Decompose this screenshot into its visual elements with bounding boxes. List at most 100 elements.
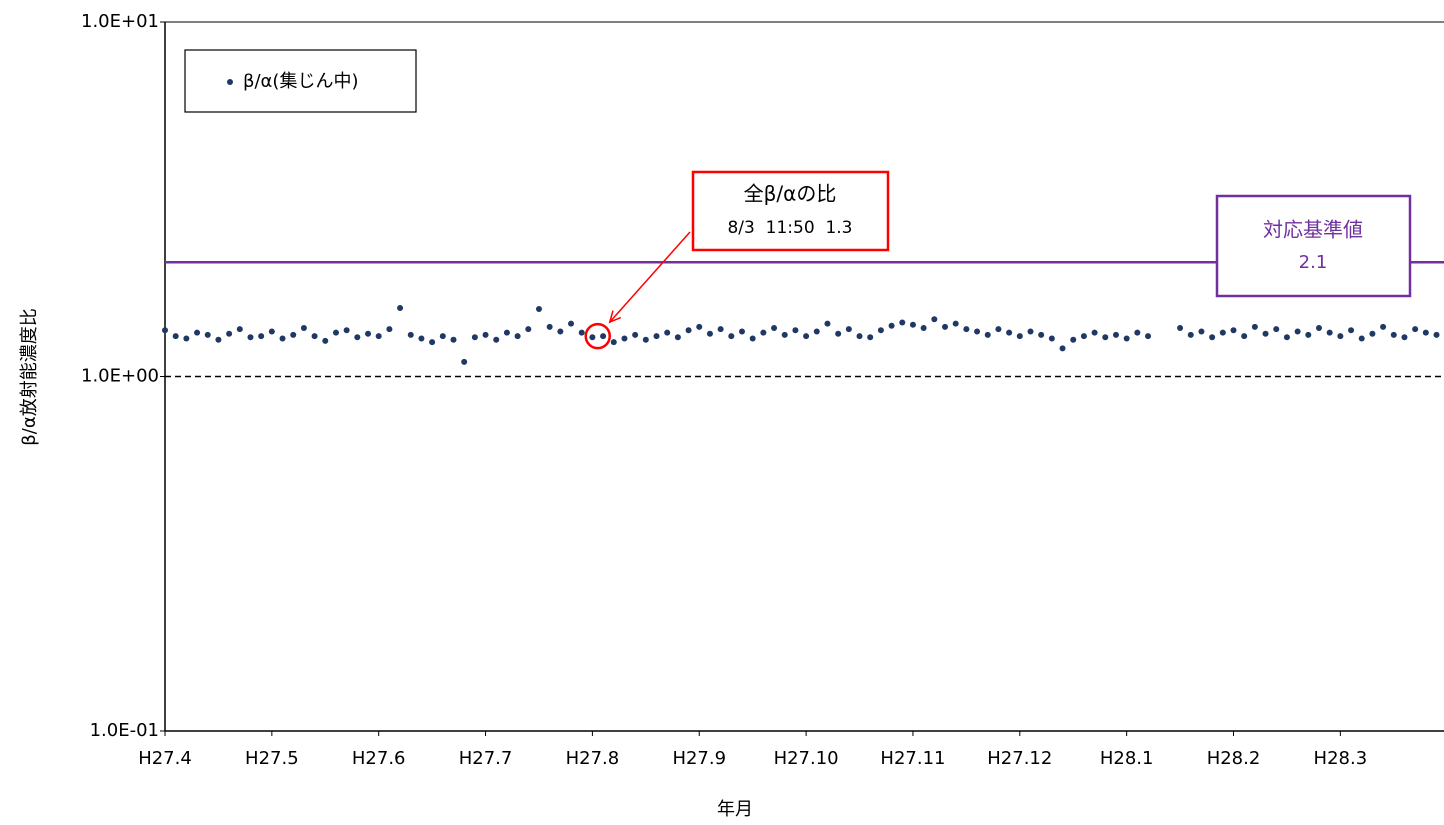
data-point [322, 337, 329, 344]
data-point [568, 320, 575, 327]
data-point [1027, 328, 1034, 335]
data-point [867, 334, 874, 341]
data-point [279, 335, 286, 342]
data-point [1241, 333, 1248, 340]
data-point [1348, 327, 1355, 334]
annotation-circle [584, 322, 611, 350]
data-point [1006, 329, 1013, 336]
data-point [856, 333, 863, 340]
x-tick-label: H27.4 [138, 748, 192, 769]
legend-box [184, 49, 417, 113]
data-point [461, 358, 468, 365]
data-point [546, 323, 553, 330]
data-point [781, 331, 788, 338]
data-point [621, 335, 628, 342]
reference-name: 対応基準値 [1263, 218, 1363, 242]
data-point [600, 333, 607, 340]
data-point [215, 336, 222, 343]
data-point [386, 326, 393, 333]
data-point [1145, 333, 1152, 340]
data-point [1337, 333, 1344, 340]
data-point [1177, 325, 1184, 332]
data-point [162, 327, 168, 334]
data-point [1038, 331, 1045, 338]
data-point [664, 329, 671, 336]
x-tick-label: H27.8 [566, 748, 620, 769]
data-point [1091, 329, 1098, 336]
data-point [642, 336, 649, 343]
y-tick-label: 1.0E+01 [81, 11, 159, 32]
y-tick-label: 1.0E+00 [81, 366, 159, 387]
data-point [728, 333, 735, 340]
data-point [450, 336, 457, 343]
x-tick-label: H27.10 [774, 748, 839, 769]
data-point [354, 334, 361, 341]
x-tick-label: H27.12 [987, 748, 1052, 769]
x-tick-label: H27.5 [245, 748, 299, 769]
data-point [482, 331, 489, 338]
data-point [535, 306, 542, 313]
data-point [226, 330, 233, 337]
data-point [172, 333, 179, 340]
data-point [803, 333, 810, 340]
data-point [909, 321, 916, 328]
data-point [343, 327, 350, 334]
x-tick-label: H28.3 [1314, 748, 1368, 769]
data-point [771, 325, 778, 332]
x-axis-label: 年月 [717, 799, 753, 820]
data-point [365, 330, 372, 337]
data-point [952, 320, 959, 327]
data-point [1080, 333, 1087, 340]
data-point [471, 334, 478, 341]
reference-value-label: 2.1 [1299, 252, 1328, 273]
data-point [589, 334, 596, 341]
data-point [1070, 336, 1077, 343]
data-point [942, 323, 949, 330]
data-point [653, 333, 660, 340]
data-point [1102, 334, 1109, 341]
data-point [974, 328, 981, 335]
x-tick-label: H27.9 [672, 748, 726, 769]
data-point [931, 316, 938, 323]
data-point [236, 326, 243, 333]
data-point [1412, 326, 1419, 333]
data-point [984, 331, 991, 338]
legend-label: β/α(集じん中) [243, 71, 358, 92]
data-point [525, 326, 532, 333]
data-point [418, 335, 425, 342]
data-point [311, 333, 318, 340]
data-point [1294, 328, 1301, 335]
data-point [920, 325, 927, 332]
data-point [1326, 329, 1333, 336]
data-point [706, 330, 713, 337]
data-point [760, 329, 767, 336]
y-axis-label: β/α放射能濃度比 [19, 308, 40, 445]
annotation-label: 8/3 11:50 1.3 [727, 218, 852, 238]
x-tick-label: H28.2 [1207, 748, 1261, 769]
data-point [397, 305, 404, 312]
data-point [300, 325, 307, 332]
x-tick-label: H27.7 [459, 748, 513, 769]
data-point [813, 328, 820, 335]
data-point [247, 334, 254, 341]
data-point [610, 339, 617, 346]
data-point [824, 320, 831, 327]
reference-label-box [1215, 194, 1412, 298]
data-point [1315, 325, 1322, 332]
data-point [1305, 331, 1312, 338]
data-point [429, 339, 436, 346]
data-point [332, 329, 339, 336]
data-point [1401, 334, 1408, 341]
y-tick-label: 1.0E-01 [90, 720, 159, 741]
data-point [738, 328, 745, 335]
data-point [1187, 331, 1194, 338]
data-point [1219, 329, 1226, 336]
data-point [1369, 330, 1376, 337]
data-point [1390, 331, 1397, 338]
data-point [493, 336, 500, 343]
data-point [963, 326, 970, 333]
x-tick-label: H28.1 [1100, 748, 1154, 769]
data-point [514, 333, 521, 340]
data-point [578, 329, 585, 336]
data-point [845, 326, 852, 333]
